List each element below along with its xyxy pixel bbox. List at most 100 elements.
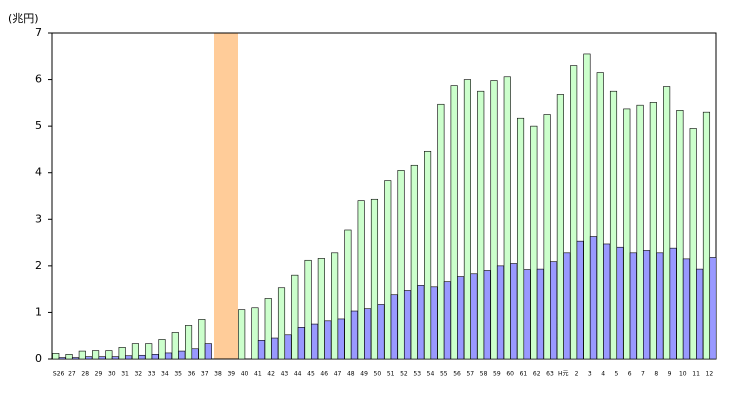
x-tick-label: 31 bbox=[121, 371, 129, 378]
bar bbox=[311, 323, 319, 360]
bar bbox=[384, 180, 392, 360]
bar bbox=[98, 356, 106, 360]
bar bbox=[696, 268, 704, 360]
bar bbox=[92, 350, 100, 360]
x-tick-label: 54 bbox=[427, 371, 435, 378]
x-tick-label: 10 bbox=[679, 371, 687, 378]
bar bbox=[125, 355, 133, 360]
x-tick-label: 52 bbox=[400, 371, 408, 378]
x-tick-label: 49 bbox=[360, 371, 368, 378]
x-tick-label: 7 bbox=[641, 371, 645, 378]
bar bbox=[337, 318, 345, 360]
bar bbox=[191, 348, 199, 360]
bar bbox=[676, 110, 684, 360]
bar bbox=[450, 85, 458, 360]
bar bbox=[158, 339, 166, 360]
bar bbox=[417, 285, 425, 360]
bar bbox=[424, 150, 432, 360]
bar bbox=[85, 356, 93, 360]
bar bbox=[131, 343, 139, 360]
bar bbox=[609, 90, 618, 360]
x-tick-label: 12 bbox=[706, 371, 714, 378]
bar bbox=[138, 354, 146, 360]
x-tick-label: 33 bbox=[148, 371, 156, 378]
bar bbox=[490, 80, 498, 360]
gap-band bbox=[214, 33, 238, 359]
x-tick-label: 39 bbox=[227, 371, 235, 378]
bar bbox=[643, 250, 651, 360]
bar bbox=[204, 343, 212, 360]
bar bbox=[530, 125, 538, 360]
bar bbox=[105, 350, 113, 360]
bar bbox=[496, 265, 505, 360]
bar bbox=[390, 294, 398, 360]
bar bbox=[576, 240, 584, 360]
bar bbox=[689, 128, 697, 360]
x-tick-label: 57 bbox=[466, 371, 474, 378]
bar bbox=[71, 357, 80, 360]
bar bbox=[603, 243, 611, 360]
bar bbox=[317, 258, 325, 360]
bar bbox=[52, 353, 60, 360]
x-tick-label: 41 bbox=[254, 371, 262, 378]
bar bbox=[344, 229, 352, 360]
bar bbox=[430, 286, 438, 360]
bar bbox=[277, 287, 286, 360]
y-tick-label: 1 bbox=[35, 305, 42, 318]
x-tick-label: 29 bbox=[95, 371, 103, 378]
x-tick-label: 27 bbox=[68, 371, 76, 378]
x-tick-label: 60 bbox=[506, 371, 514, 378]
x-tick-label: 46 bbox=[320, 371, 328, 378]
x-tick-label: 38 bbox=[214, 371, 222, 378]
bar bbox=[682, 258, 690, 360]
x-tick-label: 5 bbox=[614, 371, 618, 378]
bar bbox=[629, 252, 637, 360]
x-tick-label: 48 bbox=[347, 371, 355, 378]
bar bbox=[377, 304, 385, 360]
bar bbox=[251, 307, 259, 360]
y-axis-label: (兆円) bbox=[8, 12, 39, 25]
x-tick-label: 43 bbox=[281, 371, 289, 378]
x-tick-label: 56 bbox=[453, 371, 461, 378]
bar bbox=[669, 247, 677, 360]
bar bbox=[284, 334, 292, 360]
x-tick-label: 36 bbox=[188, 371, 196, 378]
y-tick-label: 7 bbox=[35, 26, 42, 39]
bar bbox=[238, 309, 246, 360]
bar bbox=[623, 108, 631, 360]
x-tick-label: 55 bbox=[440, 371, 448, 378]
bar bbox=[510, 263, 518, 360]
bar bbox=[257, 340, 266, 360]
bar bbox=[483, 270, 491, 360]
x-tick-label: 6 bbox=[628, 371, 632, 378]
y-tick-label: 3 bbox=[35, 212, 42, 225]
bar bbox=[463, 79, 471, 360]
bar bbox=[403, 290, 412, 360]
bar bbox=[370, 198, 379, 360]
x-tick-label: 35 bbox=[174, 371, 182, 378]
x-tick-label: 51 bbox=[387, 371, 395, 378]
x-tick-label: 62 bbox=[533, 371, 541, 378]
x-tick-label: 58 bbox=[480, 371, 488, 378]
bar bbox=[151, 354, 159, 360]
bar bbox=[58, 357, 66, 360]
x-tick-label: 47 bbox=[334, 371, 342, 378]
bar bbox=[550, 261, 558, 360]
x-tick-label: 59 bbox=[493, 371, 501, 378]
bar bbox=[271, 337, 279, 360]
bar bbox=[198, 319, 206, 360]
x-tick-label: 40 bbox=[241, 371, 249, 378]
x-tick-label: 53 bbox=[413, 371, 421, 378]
bar bbox=[709, 257, 717, 360]
x-tick-label: 11 bbox=[692, 371, 700, 378]
bar bbox=[324, 320, 332, 360]
bar bbox=[457, 276, 465, 360]
x-tick-label: 50 bbox=[374, 371, 382, 378]
y-tick-label: 2 bbox=[35, 259, 42, 272]
bar bbox=[331, 252, 339, 360]
x-tick-label: S26 bbox=[53, 371, 65, 378]
bar bbox=[350, 310, 358, 360]
bar bbox=[171, 332, 179, 360]
bar bbox=[649, 102, 657, 360]
